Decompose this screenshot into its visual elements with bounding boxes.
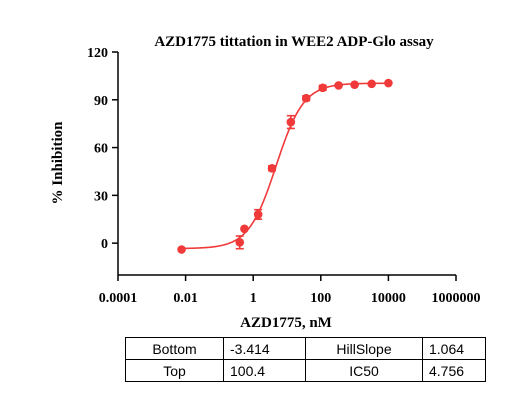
- table-row: Bottom -3.414 HillSlope 1.064: [125, 337, 486, 360]
- data-point: [267, 163, 277, 173]
- y-tick-label: 60: [94, 142, 108, 157]
- y-axis-label: % Inhibition: [50, 121, 66, 205]
- table-cell: HillSlope: [305, 337, 423, 360]
- data-point: [334, 81, 343, 90]
- x-tick-label: 10000: [371, 291, 406, 306]
- x-tick-label: 100: [310, 291, 331, 306]
- table-cell: 4.756: [422, 359, 486, 382]
- fit-curve-layer: [181, 82, 389, 250]
- y-tick-label: 30: [94, 189, 108, 204]
- chart-title: AZD1775 tittation in WEE2 ADP-Glo assay: [154, 34, 434, 50]
- y-tick-label: 0: [101, 237, 108, 252]
- table-cell: -3.414: [223, 337, 306, 360]
- fit-parameters-table: Bottom -3.414 HillSlope 1.064 Top 100.4 …: [125, 337, 486, 382]
- data-point: [384, 78, 393, 88]
- table-cell: IC50: [305, 359, 423, 382]
- data-point: [253, 210, 263, 219]
- data-point: [301, 93, 311, 103]
- dose-response-chart: AZD1775 tittation in WEE2 ADP-Glo assay …: [50, 34, 481, 331]
- x-axis-label: AZD1775, nM: [240, 315, 332, 331]
- data-point: [350, 80, 359, 89]
- data-point: [286, 117, 296, 127]
- table-row: Top 100.4 IC50 4.756: [125, 359, 486, 382]
- y-axis: 0 30 60 90 120: [87, 46, 119, 275]
- x-axis: 0.0001 0.01 1 100 10000 1000000: [99, 274, 481, 306]
- data-point: [318, 83, 328, 93]
- table-cell: Top: [125, 359, 224, 382]
- data-point: [235, 238, 245, 247]
- table-cell: 100.4: [223, 359, 306, 382]
- y-tick-label: 120: [87, 46, 108, 61]
- data-point: [177, 245, 186, 254]
- data-points-layer: [177, 78, 393, 254]
- data-point: [367, 79, 376, 89]
- y-tick-label: 90: [94, 94, 108, 109]
- x-tick-label: 1000000: [432, 291, 481, 306]
- x-tick-label: 0.0001: [99, 291, 138, 306]
- table-cell: Bottom: [125, 337, 224, 360]
- table-cell: 1.064: [422, 337, 486, 360]
- x-tick-label: 1: [250, 291, 257, 306]
- x-tick-label: 0.01: [173, 291, 198, 306]
- fit-curve: [181, 82, 389, 250]
- data-point: [240, 224, 249, 234]
